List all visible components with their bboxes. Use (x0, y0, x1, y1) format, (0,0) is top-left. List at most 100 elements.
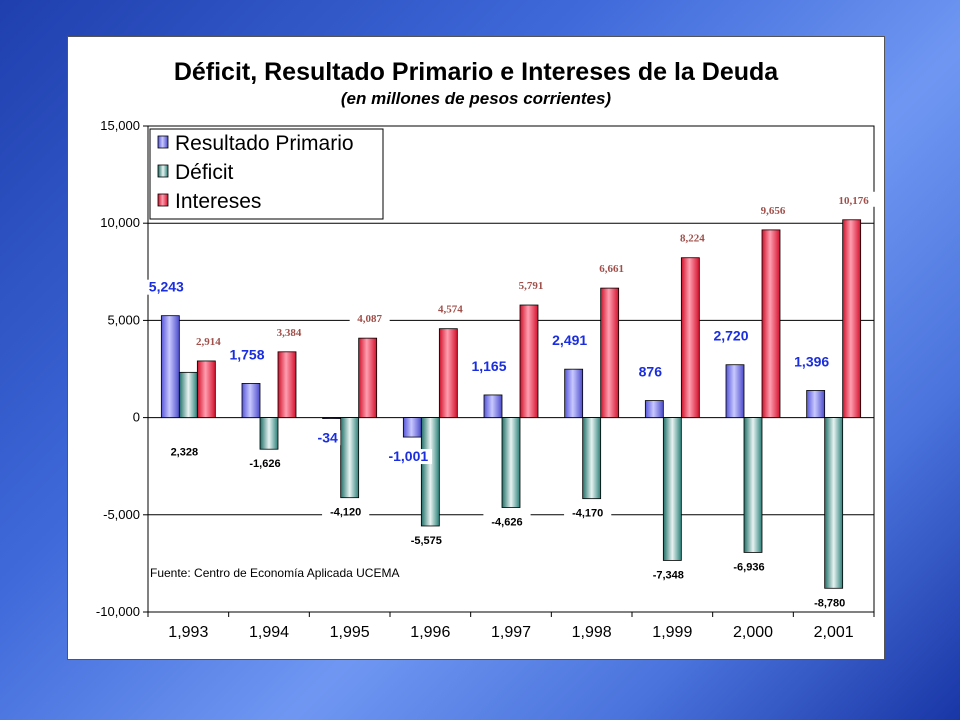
label-deficit: -4,170 (572, 508, 603, 520)
legend-label-deficit: Déficit (175, 161, 234, 184)
chart: Déficit, Resultado Primario e Intereses … (96, 58, 878, 641)
label-intereses: 10,176 (839, 195, 870, 207)
y-tick-label: 15,000 (100, 118, 140, 133)
data-label-background (164, 443, 205, 459)
bar-deficit (743, 417, 763, 553)
x-tick-label: 1,994 (249, 624, 289, 641)
bar-resultado-primario (160, 315, 180, 419)
data-label-background (188, 332, 229, 348)
data-label-background (511, 277, 551, 293)
label-intereses: 9,656 (761, 205, 786, 217)
data-label-background (314, 430, 341, 446)
data-label-background (644, 566, 692, 582)
bar-deficit (178, 371, 198, 419)
label-deficit: -7,348 (653, 569, 684, 581)
x-tick-label: 1,993 (168, 624, 208, 641)
bar-intereses (438, 328, 458, 418)
label-intereses: 4,087 (357, 313, 382, 325)
data-label-background (483, 513, 531, 529)
label-resultado-primario: 2,491 (552, 332, 587, 348)
y-axis: 15,000 10,000 5,000 0 -5,000 -10,000 (96, 118, 148, 619)
chart-title: Déficit, Resultado Primario e Intereses … (174, 58, 779, 86)
data-label-background (591, 260, 632, 276)
bar-resultado-primario (483, 394, 503, 418)
legend-label-intereses: Intereses (175, 190, 261, 213)
bar-deficit (501, 417, 521, 508)
label-deficit: -6,936 (733, 561, 764, 573)
x-tick-label: 2,000 (733, 624, 773, 641)
data-label-background (402, 531, 450, 547)
label-resultado-primario: -1,001 (388, 448, 428, 464)
label-intereses: 2,914 (196, 336, 221, 348)
data-label-background (830, 191, 878, 207)
x-tick-label: 1,999 (652, 624, 692, 641)
legend-swatch-intereses (157, 193, 169, 207)
bar-deficit (824, 417, 844, 589)
data-label-background (564, 504, 612, 520)
bar-intereses (358, 337, 378, 418)
data-label-background (227, 347, 267, 363)
bar-intereses (277, 351, 297, 418)
legend-label-resultado-primario: Resultado Primario (175, 132, 354, 155)
legend-swatch-resultado-primario (157, 135, 169, 149)
label-resultado-primario: 5,243 (149, 279, 184, 295)
data-label-background (241, 455, 289, 471)
bar-resultado-primario (402, 417, 422, 438)
label-resultado-primario: 1,396 (794, 353, 829, 369)
bar-intereses (680, 257, 700, 418)
chart-subtitle: (en millones de pesos corrientes) (341, 89, 612, 108)
data-label-background (753, 201, 793, 217)
data-label-background (806, 594, 854, 610)
y-tick-label: 5,000 (107, 312, 140, 327)
label-intereses: 8,224 (680, 233, 705, 245)
bar-resultado-primario (241, 383, 261, 418)
bar-resultado-primario (725, 364, 745, 419)
data-label-background (672, 229, 713, 245)
x-tick-label: 1,998 (572, 624, 612, 641)
label-resultado-primario: 876 (639, 364, 663, 380)
label-resultado-primario: 1,758 (229, 346, 264, 362)
label-deficit: -1,626 (249, 458, 280, 470)
bar-resultado-primario (564, 368, 584, 418)
bar-resultado-primario (806, 390, 826, 419)
bar-deficit (420, 417, 440, 527)
data-label-background (146, 279, 187, 295)
label-intereses: 3,384 (277, 327, 302, 339)
label-deficit: -5,575 (411, 535, 442, 547)
bar-intereses (196, 360, 216, 419)
bar-resultado-primario (644, 400, 664, 418)
y-tick-label: -5,000 (103, 507, 140, 522)
x-tick-label: 1,995 (330, 624, 370, 641)
data-label-background (269, 323, 309, 339)
data-labels: 5,243 2,328 2,914 1,758 -1,626 3,384 -34 -4,120… (146, 191, 878, 610)
data-label-background (384, 449, 432, 465)
bar-intereses (600, 287, 620, 418)
label-resultado-primario: 1,165 (471, 358, 506, 374)
y-tick-label: 0 (133, 410, 140, 425)
x-tick-label: 1,997 (491, 624, 531, 641)
legend-swatch-deficit (157, 164, 169, 178)
data-label-background (791, 354, 832, 370)
bar-deficit (340, 417, 360, 499)
bars (160, 219, 862, 589)
bar-resultado-primario (322, 417, 342, 420)
data-label-background (725, 558, 773, 574)
x-tick-label: 2,001 (814, 624, 854, 641)
data-label-background (637, 364, 664, 380)
bar-deficit (662, 417, 682, 561)
legend-box (149, 128, 384, 220)
label-intereses: 6,661 (599, 263, 624, 275)
source-note: Fuente: Centro de Economía Aplicada UCEM… (150, 566, 399, 580)
label-deficit: 2,328 (171, 447, 199, 459)
label-intereses: 4,574 (438, 304, 463, 316)
x-tick-label: 1,996 (410, 624, 450, 641)
chart-panel: Déficit, Resultado Primario e Intereses … (67, 36, 885, 660)
bar-intereses (761, 229, 781, 419)
bar-intereses (519, 304, 539, 418)
data-label-background (322, 503, 370, 519)
legend: Resultado Primario Déficit Intereses (149, 128, 384, 220)
bar-deficit (582, 417, 602, 500)
label-deficit: -4,626 (491, 517, 522, 529)
y-tick-label: -10,000 (96, 604, 140, 619)
label-intereses: 5,791 (519, 280, 544, 292)
